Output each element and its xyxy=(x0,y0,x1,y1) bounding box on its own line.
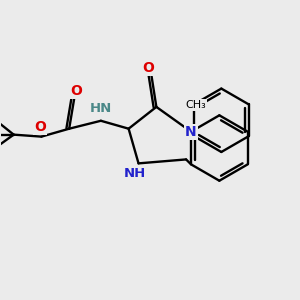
Text: O: O xyxy=(70,84,82,98)
Text: O: O xyxy=(34,120,46,134)
Text: NH: NH xyxy=(123,167,146,180)
Text: O: O xyxy=(142,61,154,75)
Text: CH₃: CH₃ xyxy=(186,100,206,110)
Text: HN: HN xyxy=(90,102,112,116)
Text: N: N xyxy=(185,125,197,139)
